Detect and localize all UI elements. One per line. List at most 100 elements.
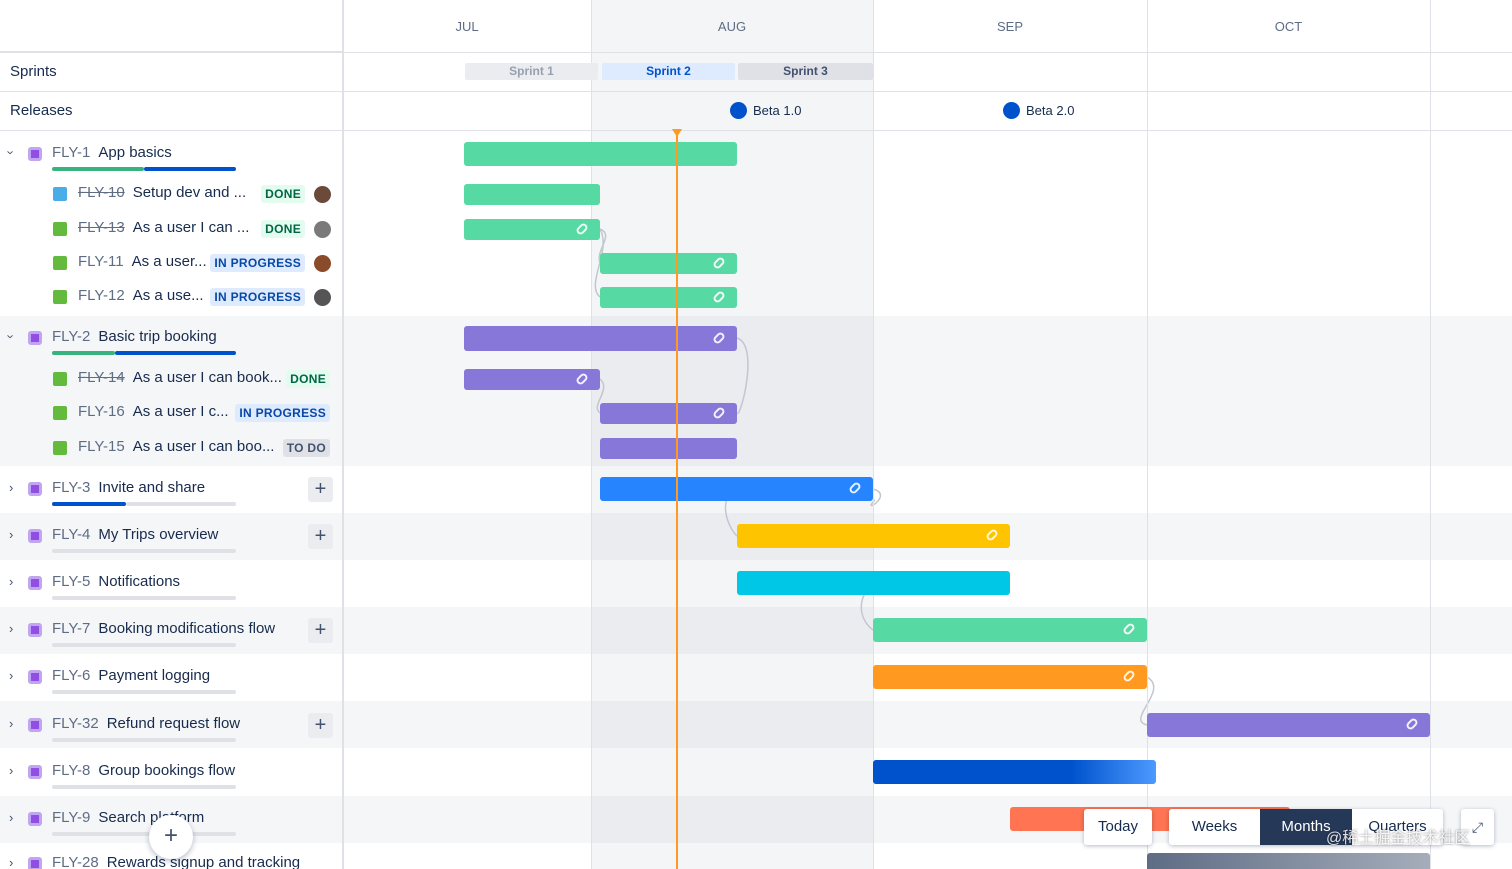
- epic-icon: [28, 482, 42, 496]
- issue-icon: [53, 406, 67, 420]
- status-pill: DONE: [261, 185, 305, 203]
- link-icon: [1121, 668, 1137, 684]
- status-pill: TO DO: [282, 439, 330, 457]
- progress: [52, 502, 126, 506]
- view-option[interactable]: Weeks: [1191, 818, 1238, 835]
- issue-key: FLY-9: [52, 809, 91, 826]
- timeline-bar: [1147, 853, 1430, 869]
- progress: [144, 167, 236, 171]
- child-row: FLY-15 As a user I can boo...: [78, 438, 274, 455]
- child-row: FLY-12 As a use...: [78, 287, 204, 304]
- issue-key: FLY-7: [52, 620, 91, 637]
- issue-key: FLY-5: [52, 573, 91, 590]
- view-option[interactable]: Quarters: [1368, 818, 1427, 835]
- timeline-bar: [464, 219, 600, 240]
- progress: [52, 832, 236, 836]
- chevron: ›: [9, 668, 14, 683]
- issue-key: FLY-13: [78, 219, 125, 236]
- issue-title: As a user I c...: [132, 403, 229, 420]
- today-button[interactable]: Today: [1084, 809, 1152, 845]
- watermark: @稀土掘金技术社区: [1326, 830, 1471, 847]
- epic-row: FLY-28 Rewards signup and tracking: [52, 854, 300, 869]
- chevron: ›: [9, 810, 14, 825]
- epic-icon: [28, 765, 42, 779]
- add-button[interactable]: +: [308, 713, 333, 738]
- issue-icon: [53, 372, 67, 386]
- issue-title: Group bookings flow: [98, 762, 236, 779]
- progress: [52, 596, 236, 600]
- epic-row: FLY-4 My Trips overview: [52, 526, 218, 543]
- epic-icon: [28, 576, 42, 590]
- month-divider: [1147, 0, 1148, 869]
- status-pill: IN PROGRESS: [235, 404, 330, 422]
- issue-title: Basic trip booking: [98, 328, 217, 345]
- link-icon: [574, 221, 590, 236]
- chevron: ›: [3, 150, 19, 155]
- avatar: [314, 255, 331, 272]
- issue-title: Booking modifications flow: [98, 620, 276, 637]
- timeline-bar: [464, 184, 600, 205]
- issue-key: FLY-15: [78, 438, 125, 455]
- issue-key: FLY-8: [52, 762, 91, 779]
- issue-icon: [53, 187, 67, 201]
- status-pill: IN PROGRESS: [210, 288, 305, 306]
- link-icon: [711, 405, 727, 420]
- epic-icon: [28, 529, 42, 543]
- releases-label: Releases: [10, 102, 73, 119]
- issue-key: FLY-4: [52, 526, 91, 543]
- panel-divider: [342, 0, 344, 869]
- issue-key: FLY-14: [78, 369, 125, 386]
- chevron: ›: [9, 527, 14, 542]
- epic-icon: [28, 670, 42, 684]
- link-icon: [847, 480, 863, 496]
- link-icon: [574, 371, 590, 386]
- epic-row: FLY-7 Booking modifications flow: [52, 620, 275, 637]
- status-pill: DONE: [286, 370, 330, 388]
- progress: [52, 167, 144, 171]
- epic-icon: [28, 623, 42, 637]
- issue-title: Notifications: [98, 573, 181, 590]
- child-row: FLY-16 As a user I c...: [78, 403, 229, 420]
- sprint-pill: Sprint 3: [738, 63, 873, 80]
- link-icon: [1404, 716, 1420, 732]
- collapse-button[interactable]: ⤢: [1461, 809, 1494, 845]
- chevron: ›: [9, 621, 14, 636]
- link-icon: [711, 289, 727, 304]
- month-divider: [591, 0, 592, 869]
- add-button[interactable]: +: [308, 477, 333, 502]
- timeline-bar: [600, 477, 873, 501]
- chevron: ›: [9, 855, 14, 869]
- month-label: SEP: [996, 19, 1023, 34]
- issue-icon: [53, 290, 67, 304]
- issue-key: FLY-10: [78, 184, 125, 201]
- epic-row: FLY-5 Notifications: [52, 573, 180, 590]
- timeline-bar: [464, 369, 600, 390]
- add-button[interactable]: +: [308, 524, 333, 549]
- child-row: FLY-13 As a user I can ...: [78, 219, 249, 236]
- issue-key: FLY-2: [52, 328, 91, 345]
- progress: [52, 738, 236, 742]
- month-label: JUL: [455, 19, 479, 34]
- child-row: FLY-11 As a user...: [78, 253, 207, 270]
- issue-title: Refund request flow: [106, 715, 241, 732]
- view-option[interactable]: Months: [1260, 809, 1352, 845]
- avatar: [314, 221, 331, 238]
- progress: [52, 785, 236, 789]
- epic-row: FLY-3 Invite and share: [52, 479, 205, 496]
- add-button[interactable]: +: [308, 618, 333, 643]
- release-label: Beta 2.0: [1026, 103, 1075, 118]
- row-band: [0, 607, 1512, 654]
- issue-title: As a user I can ...: [132, 219, 250, 236]
- epic-row: FLY-32 Refund request flow: [52, 715, 240, 732]
- epic-row: FLY-8 Group bookings flow: [52, 762, 235, 779]
- issue-icon: [53, 256, 67, 270]
- header-left: [0, 0, 343, 52]
- epic-icon: [28, 331, 42, 345]
- release-label: Beta 1.0: [753, 103, 802, 118]
- issue-title: As a use...: [132, 287, 204, 304]
- create-button[interactable]: +: [149, 815, 193, 859]
- issue-title: Setup dev and ...: [132, 184, 247, 201]
- issue-title: As a user...: [131, 253, 207, 270]
- progress: [52, 643, 236, 647]
